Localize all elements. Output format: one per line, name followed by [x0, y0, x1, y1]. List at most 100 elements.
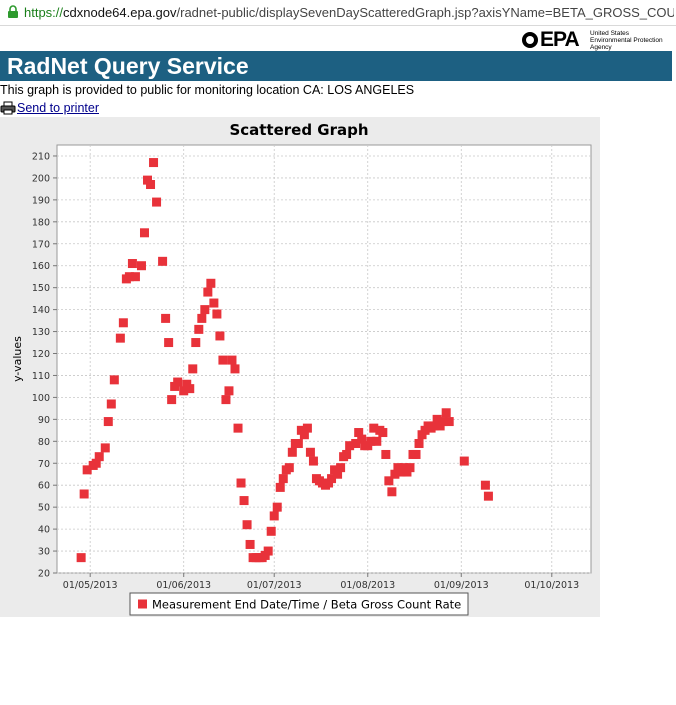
y-tick-label: 90	[38, 415, 50, 426]
data-point	[152, 197, 162, 207]
data-point	[327, 474, 337, 484]
x-tick-label: 01/07/2013	[247, 580, 302, 591]
data-point	[79, 489, 89, 499]
data-point	[275, 482, 285, 492]
data-point	[287, 447, 297, 457]
data-point	[272, 502, 282, 512]
data-point	[224, 386, 234, 396]
y-tick-label: 140	[32, 305, 50, 316]
y-tick-label: 180	[32, 217, 50, 228]
y-tick-label: 100	[32, 393, 50, 404]
epa-agency-name: United States Environmental Protection A…	[590, 30, 674, 51]
data-point	[206, 278, 216, 288]
data-point	[354, 428, 364, 438]
y-tick-label: 50	[38, 503, 50, 514]
data-point	[483, 491, 493, 501]
y-tick-label: 60	[38, 481, 50, 492]
data-point	[269, 511, 279, 521]
data-point	[336, 463, 346, 473]
data-point	[381, 449, 391, 459]
data-point	[218, 355, 228, 365]
data-point	[139, 228, 149, 238]
send-to-printer-link[interactable]: Send to printer	[17, 101, 99, 115]
data-point	[405, 463, 415, 473]
data-point	[212, 309, 222, 319]
scatter-chart: Scattered Graph 20 30 40 50 60 70 80 90 100 110 120…	[11, 121, 592, 616]
url-protocol: https://	[24, 5, 64, 20]
data-point	[100, 443, 110, 453]
data-point	[429, 421, 439, 431]
data-point	[127, 259, 137, 269]
data-point	[333, 469, 343, 479]
chart-panel: Scattered Graph 20 30 40 50 60 70 80 90 100 110 120…	[0, 117, 600, 617]
data-point	[239, 496, 249, 506]
x-tick-label: 01/05/2013	[63, 580, 118, 591]
data-point	[357, 434, 367, 444]
data-point	[164, 338, 174, 348]
data-point	[293, 439, 303, 449]
data-point	[109, 375, 119, 385]
data-point	[387, 487, 397, 497]
data-point	[118, 318, 128, 328]
data-point	[94, 452, 104, 462]
epa-logo[interactable]: EPA United States Environmental Protecti…	[522, 29, 672, 51]
data-point	[390, 469, 400, 479]
data-point	[369, 423, 379, 433]
chart-title: Scattered Graph	[229, 121, 368, 139]
data-point	[200, 305, 210, 315]
address-bar[interactable]: https://cdxnode64.epa.gov/radnet-public/…	[0, 0, 676, 26]
data-point	[480, 480, 490, 490]
x-tick-label: 01/09/2013	[434, 580, 489, 591]
data-point	[384, 476, 394, 486]
data-point	[149, 158, 159, 168]
epa-logo-mark: EPA	[522, 28, 580, 51]
y-tick-label: 130	[32, 327, 50, 338]
data-point	[233, 423, 243, 433]
data-point	[366, 436, 376, 446]
data-point	[351, 439, 361, 449]
url-host: cdxnode64.epa.gov	[63, 5, 177, 20]
data-point	[82, 465, 92, 475]
data-point	[342, 449, 352, 459]
data-point	[203, 287, 213, 297]
legend-box	[129, 592, 469, 616]
data-point	[158, 256, 168, 266]
page-title: RadNet Query Service	[7, 53, 249, 79]
legend-marker	[138, 599, 147, 609]
x-tick-label: 01/06/2013	[156, 580, 211, 591]
x-tick-label: 01/10/2013	[524, 580, 579, 591]
data-point	[124, 272, 134, 282]
data-point	[103, 417, 113, 427]
data-point	[432, 414, 442, 424]
y-tick-label: 80	[38, 437, 50, 448]
plot-area	[56, 144, 592, 574]
data-point	[161, 313, 171, 323]
epa-agency-line2: Environmental Protection	[590, 37, 663, 44]
data-point	[302, 423, 312, 433]
data-point	[444, 417, 454, 427]
data-point	[221, 395, 231, 405]
data-point	[411, 449, 421, 459]
y-tick-label: 160	[32, 261, 50, 272]
data-point	[185, 384, 195, 394]
data-point	[305, 447, 315, 457]
data-point	[245, 539, 255, 549]
data-point	[179, 386, 189, 396]
url-text[interactable]: https://cdxnode64.epa.gov/radnet-public/…	[24, 5, 674, 20]
epa-agency-line3: Agency	[590, 44, 612, 51]
y-tick-label: 190	[32, 195, 50, 206]
data-point	[236, 478, 246, 488]
data-point	[173, 377, 183, 387]
y-tick-label: 30	[38, 547, 50, 558]
epa-logo-text: EPA	[540, 28, 580, 51]
data-point	[191, 338, 201, 348]
data-point	[188, 364, 198, 374]
y-tick-label: 170	[32, 239, 50, 250]
header-banner: RadNet Query Service	[0, 51, 672, 81]
page-description: This graph is provided to public for mon…	[0, 83, 415, 97]
printer-icon[interactable]	[0, 101, 16, 115]
y-tick-label: 40	[38, 525, 50, 536]
y-tick-label: 150	[32, 283, 50, 294]
data-point	[378, 428, 388, 438]
data-point	[284, 463, 294, 473]
